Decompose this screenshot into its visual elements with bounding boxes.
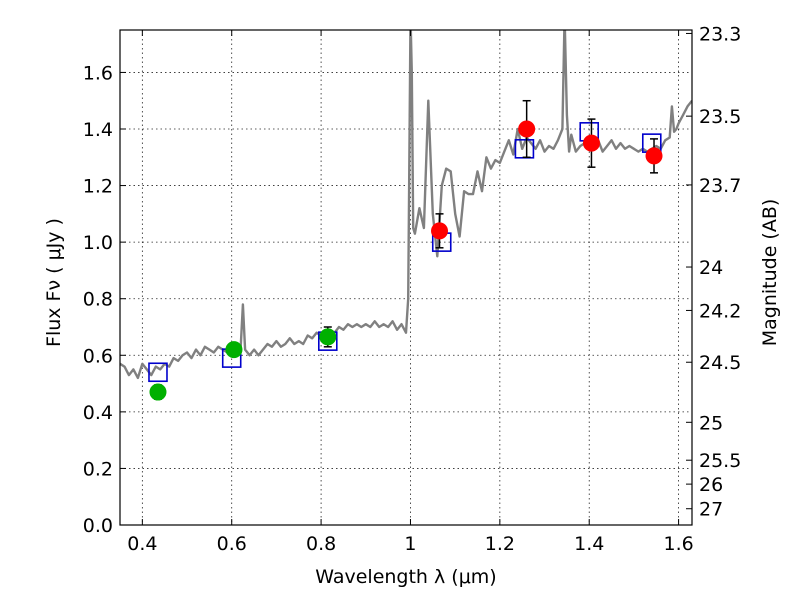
data-point xyxy=(518,120,536,138)
bandpass-square xyxy=(148,362,168,383)
y-tick-label: 1.2 xyxy=(83,176,113,198)
mag-tick-label: 25.5 xyxy=(699,450,741,472)
spectrum-layer xyxy=(120,30,692,380)
x-tick-label: 1.4 xyxy=(574,533,604,555)
x-tick-label: 1 xyxy=(404,533,416,555)
mag-tick-label: 25 xyxy=(699,412,723,434)
mag-tick-label: 24 xyxy=(699,257,723,279)
spectrum-line xyxy=(120,30,692,380)
x-tick-label: 0.4 xyxy=(127,533,157,555)
x-tick-label: 1.6 xyxy=(663,533,693,555)
x-tick-label: 1.2 xyxy=(485,533,515,555)
mag-tick-label: 27 xyxy=(699,499,723,521)
x-axis-label: Wavelength λ (μm) xyxy=(315,566,496,588)
mag-tick-label: 26 xyxy=(699,474,723,496)
mag-tick-label: 23.7 xyxy=(699,175,741,197)
y-tick-label: 1.0 xyxy=(83,232,113,254)
plot-area xyxy=(120,30,692,401)
y-axis-label: Flux Fν ( μJy ) xyxy=(43,218,65,347)
bandpass-layer xyxy=(148,122,662,383)
x-tick-label: 0.6 xyxy=(217,533,247,555)
grid xyxy=(120,30,692,526)
y-axis-right-label: Magnitude (AB) xyxy=(759,199,781,347)
y-tick-label: 0.4 xyxy=(83,402,113,424)
data-point xyxy=(431,222,449,240)
observed-layer xyxy=(149,99,663,401)
data-point xyxy=(582,134,600,152)
y-tick-label: 0.0 xyxy=(83,515,113,537)
mag-tick-label: 24.2 xyxy=(699,300,741,322)
y-tick-label: 1.4 xyxy=(83,119,113,141)
ticks: 0.4 0.6 0.8 1 1.2 1.4 1.6 0.0 0.2 0.4 0.6 0.8 1.0 1.2… xyxy=(83,23,742,555)
y-tick-label: 0.6 xyxy=(83,345,113,367)
y-tick-label: 0.8 xyxy=(83,289,113,311)
mag-tick-label: 24.5 xyxy=(699,352,741,374)
data-point xyxy=(149,383,167,401)
x-tick-label: 0.8 xyxy=(306,533,336,555)
plot-frame xyxy=(119,29,693,526)
data-point xyxy=(319,328,337,346)
mag-tick-label: 23.3 xyxy=(699,23,741,45)
y-tick-label: 1.6 xyxy=(83,62,113,84)
y-tick-label: 0.2 xyxy=(83,458,113,480)
data-point xyxy=(225,341,243,359)
data-point xyxy=(645,147,663,165)
mag-tick-label: 23.5 xyxy=(699,106,741,128)
